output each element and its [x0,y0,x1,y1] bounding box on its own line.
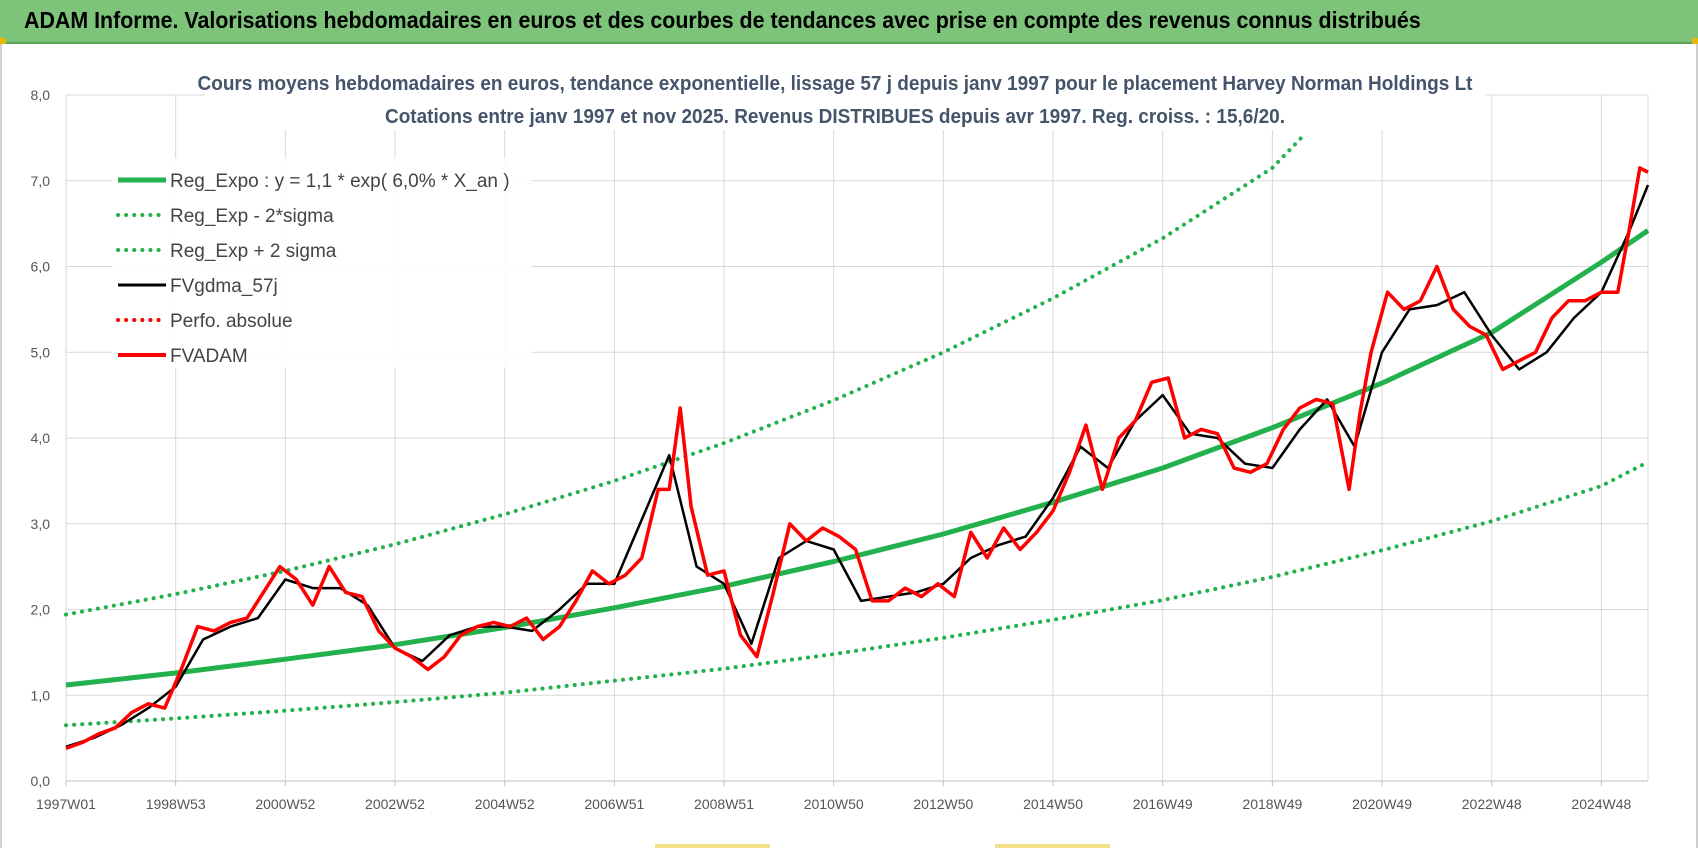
x-tick-label: 2016W49 [1133,796,1193,812]
legend: Reg_Expo : y = 1,1 * exp( 6,0% * X_an ) R… [112,158,532,368]
title-background [205,66,1485,130]
x-tick-label: 2020W49 [1352,796,1412,812]
corner-marker [1692,38,1698,44]
chart-title: Cours moyens hebdomadaires en euros, ten… [198,73,1473,95]
x-tick-label: 2012W50 [913,796,973,812]
x-tick-label: 2004W52 [475,796,535,812]
x-tick-label: 2018W49 [1242,796,1302,812]
x-tick-label: 1997W01 [36,796,96,812]
y-tick-label: 5,0 [31,344,51,360]
series-group [64,131,1650,751]
x-tick-label: 2022W48 [1462,796,1522,812]
x-tick-label: 2002W52 [365,796,425,812]
x-tick-label: 2010W50 [804,796,864,812]
y-tick-label: 3,0 [31,516,51,532]
x-axis-ticks: 1997W01 1998W53 2000W52 2002W52 2004W52 2006W… [36,796,1632,812]
y-axis-ticks: 0,0 1,0 2,0 3,0 4,0 5,0 6,0 7,0 8,0 [31,87,51,789]
legend-label: Perfo. absolue [170,311,293,332]
legend-label: Reg_Exp - 2*sigma [170,206,334,227]
x-tick-label: 2008W51 [694,796,754,812]
legend-label: Reg_Exp + 2 sigma [170,241,337,262]
y-tick-label: 8,0 [31,87,51,103]
legend-label: FVgdma_57j [170,276,278,297]
bottom-marker [655,844,770,848]
x-tick-label: 2006W51 [584,796,644,812]
chart-frame [0,44,1698,848]
y-tick-label: 7,0 [31,173,51,189]
x-tick-label: 1998W53 [146,796,206,812]
legend-label: Reg_Expo : y = 1,1 * exp( 6,0% * X_an ) [170,171,510,192]
chart-subtitle: Cotations entre janv 1997 et nov 2025. R… [385,106,1285,128]
series-line [64,131,1308,617]
legend-background [112,158,532,368]
bottom-marker [995,844,1110,848]
header-title: ADAM Informe. Valorisations hebdomadaire… [24,7,1421,33]
x-tick-label: 2014W50 [1023,796,1083,812]
x-tick-label: 2024W48 [1571,796,1631,812]
header-bar: ADAM Informe. Valorisations hebdomadaire… [0,0,1698,44]
y-tick-label: 0,0 [31,773,51,789]
y-tick-label: 2,0 [31,602,51,618]
series-line [65,228,1650,688]
series-line [65,184,1650,748]
y-tick-label: 1,0 [31,687,51,703]
legend-label: FVADAM [170,346,248,367]
series-line [64,460,1650,728]
corner-marker [0,38,6,44]
x-tick-label: 2000W52 [255,796,315,812]
y-tick-label: 4,0 [31,430,51,446]
y-tick-label: 6,0 [31,259,51,275]
series-line [65,166,1649,751]
